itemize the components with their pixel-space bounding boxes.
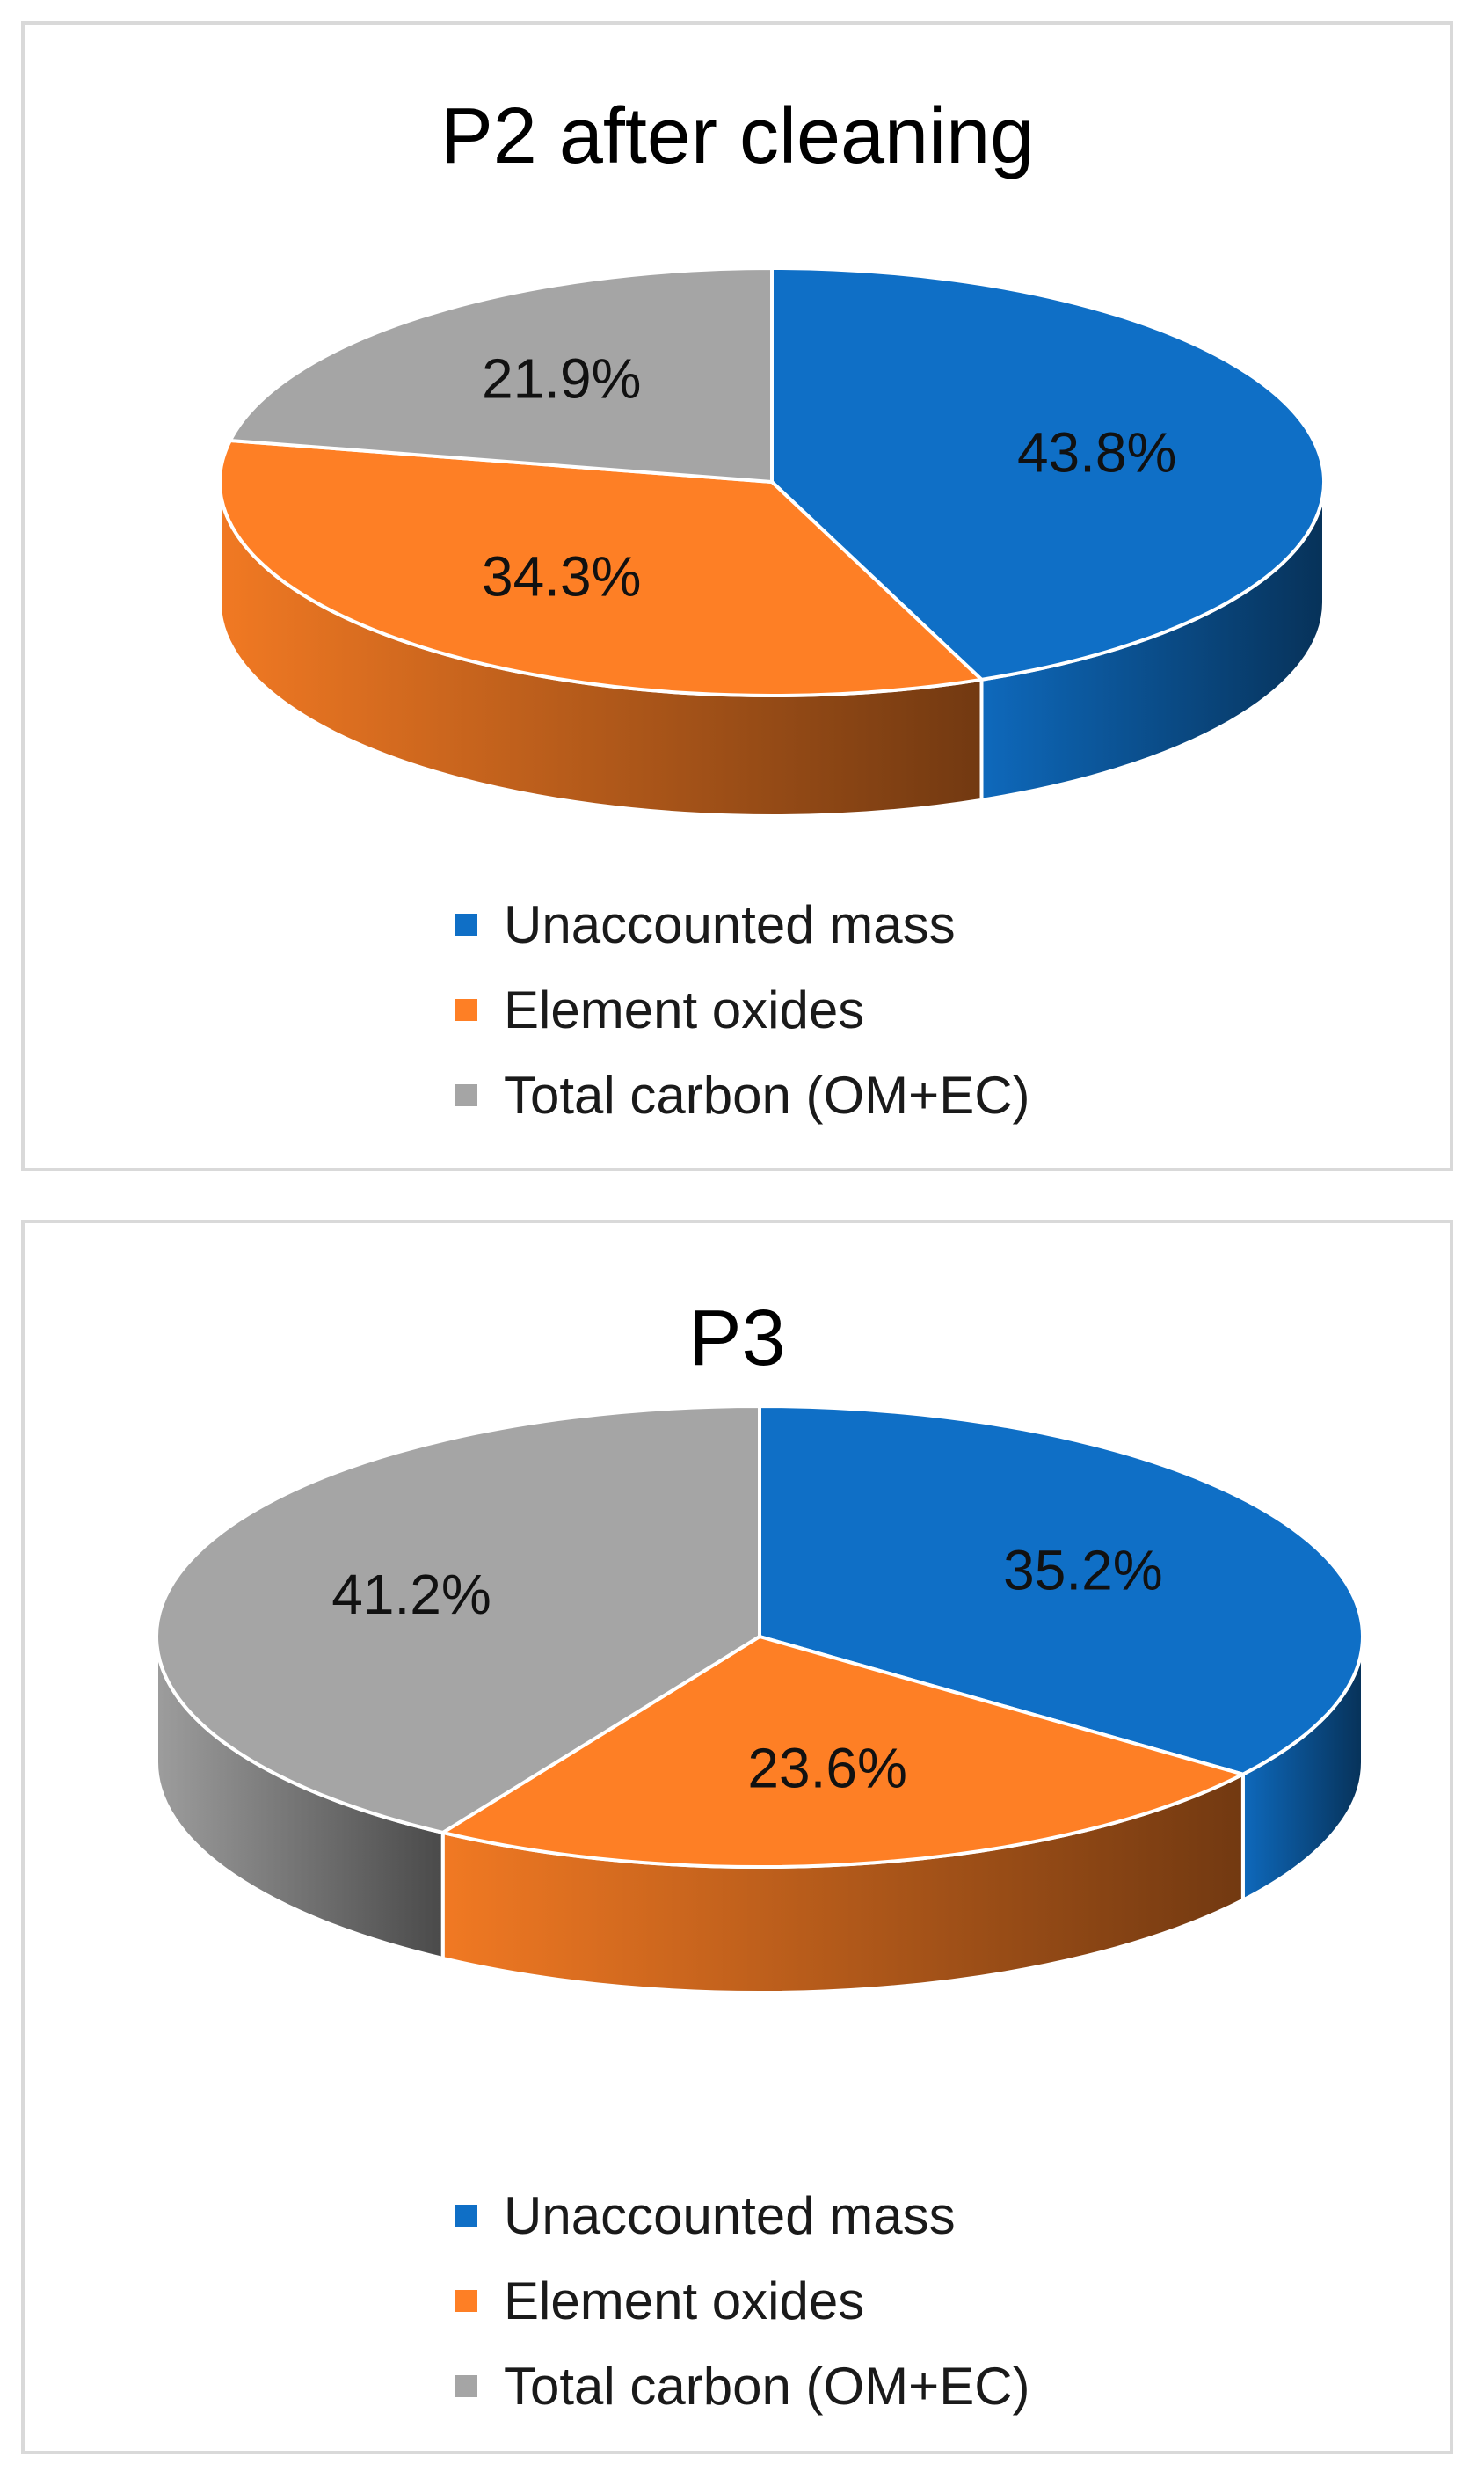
legend-swatch-carbon: [455, 2375, 477, 2397]
pie-data-label-0: 35.2%: [1003, 1538, 1162, 1601]
legend-label: Total carbon (OM+EC): [504, 1066, 1030, 1125]
legend: Unaccounted mass Element oxides Total ca…: [455, 882, 1030, 1138]
pie-slice-2: [228, 266, 774, 484]
legend-label: Total carbon (OM+EC): [504, 2357, 1030, 2416]
legend-item-unaccounted: Unaccounted mass: [455, 882, 1030, 967]
pie-slice-0: [770, 266, 1326, 682]
pie-slice-0: [758, 1404, 1364, 1776]
legend-label: Element oxides: [504, 2271, 865, 2330]
pie-top-slices: [155, 1404, 1364, 1869]
pie-data-label-2: 41.2%: [331, 1563, 491, 1626]
pie-slice-1: [440, 1635, 1245, 1869]
pie-slice-1: [218, 438, 984, 697]
legend-label: Element oxides: [504, 981, 865, 1039]
legend-item-oxides: Element oxides: [455, 2258, 1030, 2344]
pie-chart-p3: 35.2% 23.6% 41.2%: [155, 1404, 1364, 1994]
legend: Unaccounted mass Element oxides Total ca…: [455, 2173, 1030, 2429]
legend-label: Unaccounted mass: [504, 2186, 956, 2245]
pie-data-label-1: 34.3%: [482, 545, 641, 609]
pie-data-label-0: 43.8%: [1017, 421, 1176, 485]
pie-data-label-1: 23.6%: [747, 1736, 906, 1799]
chart-panel-p3: P3 35.2% 23.6% 41.2% Unaccounted mass Elem…: [21, 1220, 1453, 2454]
legend-item-oxides: Element oxides: [455, 967, 1030, 1053]
legend-item-carbon: Total carbon (OM+EC): [455, 2344, 1030, 2429]
pie-slice-2: [155, 1404, 761, 1834]
legend-swatch-carbon: [455, 1084, 477, 1106]
chart-title: P2 after cleaning: [440, 92, 1035, 180]
pie-top-slices: [218, 266, 1326, 697]
pie-data-labels: 43.8% 34.3% 21.9%: [482, 346, 1176, 608]
legend-label: Unaccounted mass: [504, 895, 956, 954]
legend-swatch-oxides: [455, 2290, 477, 2312]
legend-item-unaccounted: Unaccounted mass: [455, 2173, 1030, 2258]
pie-chart-p2: 43.8% 34.3% 21.9%: [218, 266, 1326, 818]
legend-swatch-unaccounted: [455, 914, 477, 936]
chart-title: P3: [688, 1294, 786, 1382]
legend-item-carbon: Total carbon (OM+EC): [455, 1053, 1030, 1138]
legend-swatch-unaccounted: [455, 2205, 477, 2227]
legend-swatch-oxides: [455, 999, 477, 1021]
pie-data-labels: 35.2% 23.6% 41.2%: [331, 1538, 1162, 1799]
chart-panel-p2: P2 after cleaning 43.8% 34.3% 21.9% Unacco…: [21, 21, 1453, 1171]
pie-data-label-2: 21.9%: [482, 346, 641, 410]
